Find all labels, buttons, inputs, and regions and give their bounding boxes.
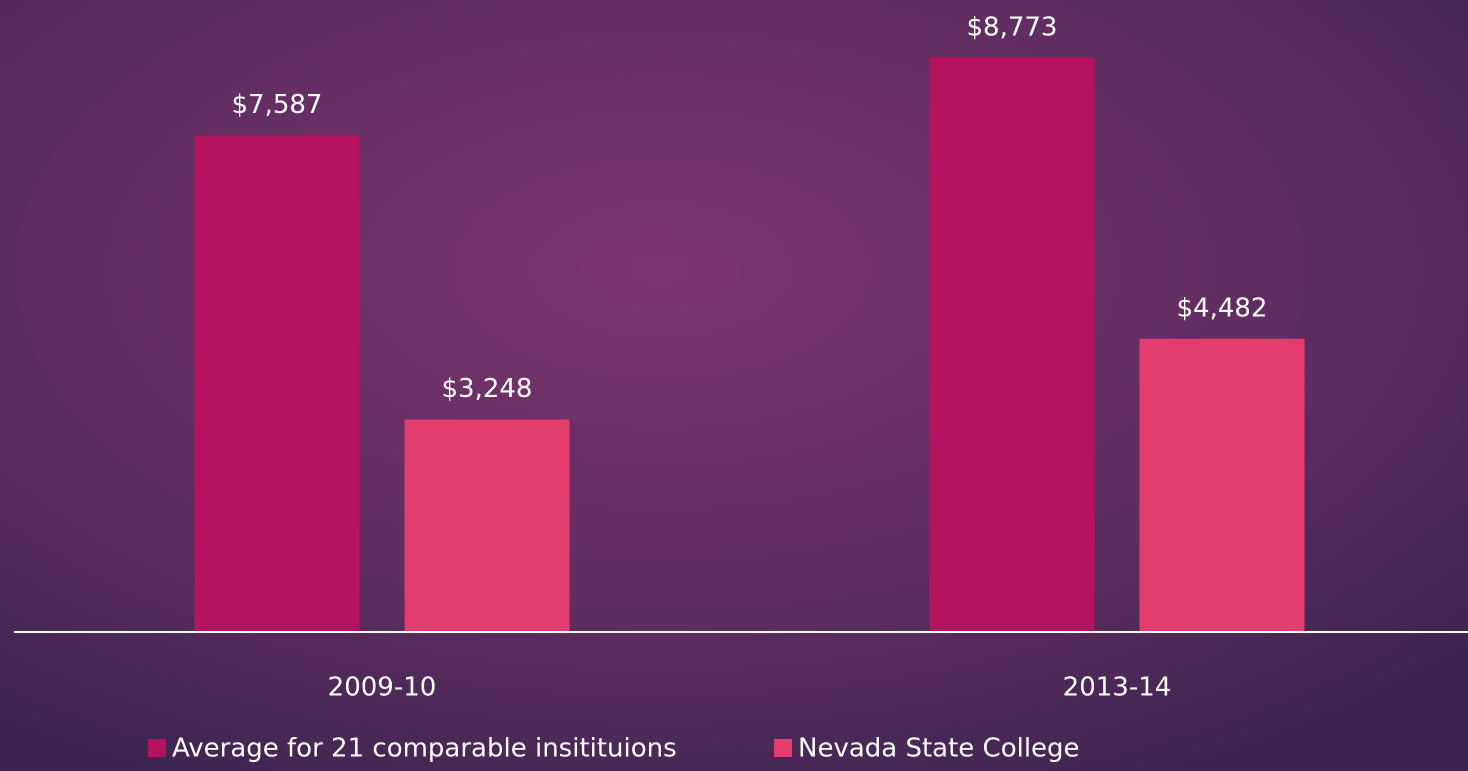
data-label: $8,773 [967, 13, 1058, 43]
data-label: $3,248 [442, 374, 533, 404]
legend-swatch [774, 739, 792, 757]
bar [194, 135, 360, 632]
bar [404, 419, 570, 632]
data-label: $4,482 [1177, 293, 1268, 323]
legend-label: Average for 21 comparable insitituions [172, 734, 677, 764]
data-label: $7,587 [232, 90, 323, 120]
legend-label: Nevada State College [798, 734, 1080, 764]
bar [1139, 338, 1305, 632]
x-tick-label: 2009-10 [328, 673, 437, 703]
bar [929, 58, 1095, 632]
legend-swatch [148, 739, 166, 757]
x-tick-label: 2013-14 [1063, 673, 1172, 703]
